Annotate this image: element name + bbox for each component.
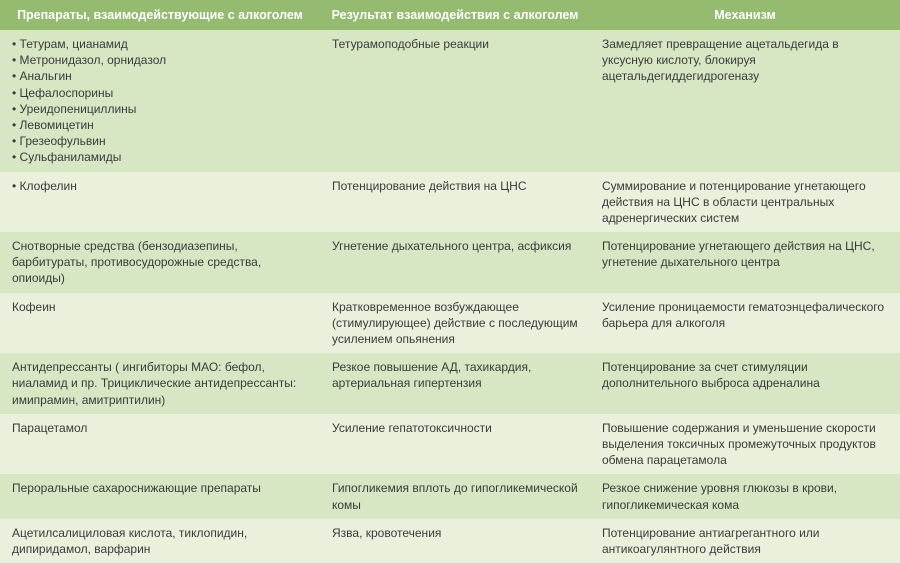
list-item: Грезеофульвин	[12, 133, 308, 149]
header-drugs: Препараты, взаимодействующие с алкоголем	[0, 0, 320, 30]
cell-drugs: Парацетамол	[0, 414, 320, 475]
cell-mechanism: Суммирование и потенцирование угнетающег…	[590, 172, 900, 233]
cell-result: Потенцирование действия на ЦНС	[320, 172, 590, 233]
cell-drugs: Клофелин	[0, 172, 320, 233]
table-row: Клофелин Потенцирование действия на ЦНС …	[0, 172, 900, 233]
cell-mechanism: Замедляет превращение ацетальдегида в ук…	[590, 30, 900, 172]
drug-interaction-table: Препараты, взаимодействующие с алкоголем…	[0, 0, 900, 563]
table-row: Антидепрессанты ( ингибиторы МАО: бефол,…	[0, 353, 900, 414]
cell-result: Язва, кровотечения	[320, 519, 590, 563]
header-result: Результат взаимодействия с алкоголем	[320, 0, 590, 30]
list-item: Уреидопенициллины	[12, 101, 308, 117]
cell-drugs: Тетурам, цианамид Метронидазол, орнидазо…	[0, 30, 320, 172]
table-header-row: Препараты, взаимодействующие с алкоголем…	[0, 0, 900, 30]
table-row: Тетурам, цианамид Метронидазол, орнидазо…	[0, 30, 900, 172]
cell-drugs: Антидепрессанты ( ингибиторы МАО: бефол,…	[0, 353, 320, 414]
cell-mechanism: Потенцирование антиагрегантного или анти…	[590, 519, 900, 563]
cell-result: Тетурамоподобные реакции	[320, 30, 590, 172]
cell-drugs: Пероральные сахароснижающие препараты	[0, 474, 320, 518]
cell-mechanism: Потенцирование угнетающего действия на Ц…	[590, 232, 900, 293]
cell-drugs: Снотворные средства (бензодиазепины, бар…	[0, 232, 320, 293]
cell-result: Усиление гепатотоксичности	[320, 414, 590, 475]
cell-drugs: Кофеин	[0, 293, 320, 354]
table-row: Парацетамол Усиление гепатотоксичности П…	[0, 414, 900, 475]
table-row: Кофеин Кратковременное возбуждающее (сти…	[0, 293, 900, 354]
drugs-bullet-list: Тетурам, цианамид Метронидазол, орнидазо…	[12, 36, 308, 166]
cell-mechanism: Повышение содержания и уменьшение скорос…	[590, 414, 900, 475]
list-item: Анальгин	[12, 68, 308, 84]
cell-mechanism: Резкое снижение уровня глюкозы в крови, …	[590, 474, 900, 518]
table-row: Ацетилсалициловая кислота, тиклопидин, д…	[0, 519, 900, 563]
list-item: Цефалоспорины	[12, 85, 308, 101]
header-mechanism: Механизм	[590, 0, 900, 30]
cell-result: Угнетение дыхательного центра, асфиксия	[320, 232, 590, 293]
cell-mechanism: Потенцирование за счет стимуляции дополн…	[590, 353, 900, 414]
list-item: Сульфаниламиды	[12, 149, 308, 165]
table-row: Снотворные средства (бензодиазепины, бар…	[0, 232, 900, 293]
list-item: Клофелин	[12, 178, 308, 194]
list-item: Левомицетин	[12, 117, 308, 133]
cell-result: Гипогликемия вплоть до гипогликемической…	[320, 474, 590, 518]
cell-drugs: Ацетилсалициловая кислота, тиклопидин, д…	[0, 519, 320, 563]
list-item: Тетурам, цианамид	[12, 36, 308, 52]
cell-result: Кратковременное возбуждающее (стимулирую…	[320, 293, 590, 354]
cell-result: Резкое повышение АД, тахикардия, артериа…	[320, 353, 590, 414]
cell-mechanism: Усиление проницаемости гематоэнцефаличес…	[590, 293, 900, 354]
drugs-bullet-list: Клофелин	[12, 178, 308, 194]
table-row: Пероральные сахароснижающие препараты Ги…	[0, 474, 900, 518]
list-item: Метронидазол, орнидазол	[12, 52, 308, 68]
